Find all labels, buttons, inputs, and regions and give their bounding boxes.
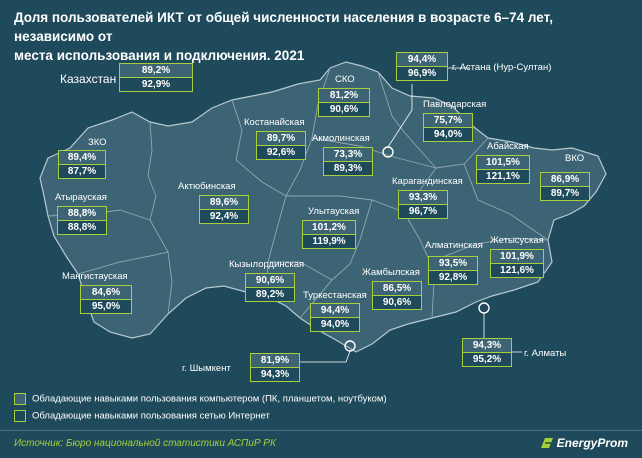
footer: Источник: Бюро национальной статистики А… — [0, 430, 642, 458]
internet-value: 89,2% — [246, 287, 294, 301]
internet-value: 89,3% — [324, 161, 372, 175]
computer-value: 93,3% — [399, 191, 447, 204]
legend-swatch-computer — [14, 393, 26, 405]
computer-value: 89,6% — [200, 196, 248, 209]
city-label: г. Шымкент — [182, 363, 231, 374]
internet-value: 121,1% — [477, 169, 529, 183]
region-label: Карагандинская — [392, 176, 463, 187]
computer-value: 73,3% — [324, 148, 372, 161]
computer-value: 101,2% — [303, 221, 355, 234]
internet-value: 121,6% — [491, 263, 543, 277]
source-text: Источник: Бюро национальной статистики А… — [14, 438, 276, 449]
computer-value: 93,5% — [429, 257, 477, 270]
title-line-2: места использования и подключения. 2021 — [14, 48, 305, 63]
region-label: Атырауская — [55, 192, 107, 203]
region-values: 84,6% 95,0% — [80, 285, 132, 314]
city-label: г. Алматы — [524, 348, 567, 359]
region-values: 89,4% 87,7% — [58, 150, 106, 179]
region-label: Мангистауская — [62, 271, 128, 282]
region-label: Кызылординская — [229, 259, 305, 270]
region-label: Костанайская — [244, 117, 305, 128]
computer-value: 90,6% — [246, 274, 294, 287]
city-values: 94,4% 96,9% — [396, 52, 448, 81]
region-values: 94,4% 94,0% — [310, 303, 360, 332]
region-label: ВКО — [565, 153, 585, 164]
internet-value: 94,3% — [251, 367, 299, 381]
internet-value: 95,2% — [463, 352, 511, 366]
computer-value: 81,2% — [319, 89, 369, 102]
legend-internet: Обладающие навыками пользования сетью Ин… — [14, 410, 270, 422]
region-values: 89,6% 92,4% — [199, 195, 249, 224]
region-values: 93,3% 96,7% — [398, 190, 448, 219]
city-values: 94,3% 95,2% — [462, 338, 512, 367]
city-label: г. Астана (Нур-Султан) — [452, 62, 552, 73]
region-label: Улытауская — [308, 206, 360, 217]
region-values: 101,9% 121,6% — [490, 249, 544, 278]
almaty-marker — [478, 302, 490, 314]
computer-value: 101,9% — [491, 250, 543, 263]
internet-value: 90,6% — [373, 295, 421, 309]
region-label: Жетысуская — [490, 235, 544, 246]
computer-value: 75,7% — [424, 114, 472, 127]
computer-value: 86,5% — [373, 282, 421, 295]
region-values: 88,8% 88,8% — [57, 206, 107, 235]
computer-value: 88,8% — [58, 207, 106, 220]
region-label: Актюбинская — [178, 181, 236, 192]
region-label: Туркестанская — [303, 290, 367, 301]
region-values: 86,9% 89,7% — [540, 172, 590, 201]
energyprom-logo-icon — [541, 438, 553, 448]
region-label: Абайская — [487, 141, 529, 152]
region-values: 73,3% 89,3% — [323, 147, 373, 176]
internet-value: 87,7% — [59, 164, 105, 178]
internet-value: 92,4% — [200, 209, 248, 223]
kazakhstan-label: Казахстан — [60, 72, 117, 86]
region-label: Акмолинская — [312, 133, 370, 144]
region-label: Павлодарская — [423, 99, 487, 110]
internet-value: 92,6% — [257, 145, 305, 159]
legend-swatch-internet — [14, 410, 26, 422]
region-values: 93,5% 92,8% — [428, 256, 478, 285]
internet-value: 96,7% — [399, 204, 447, 218]
computer-value: 81,9% — [251, 354, 299, 367]
computer-value: 89,4% — [59, 151, 105, 164]
internet-value: 90,6% — [319, 102, 369, 116]
computer-value: 89,7% — [257, 132, 305, 145]
legend-computer: Обладающие навыками пользования компьюте… — [14, 393, 387, 405]
region-label: Жамбылская — [362, 267, 420, 278]
region-values: 86,5% 90,6% — [372, 281, 422, 310]
internet-value: 119,9% — [303, 234, 355, 248]
region-label: ЗКО — [88, 137, 107, 148]
title-line-1: Доля пользователей ИКТ от общей численно… — [14, 10, 553, 44]
computer-value: 86,9% — [541, 173, 589, 186]
city-values: 81,9% 94,3% — [250, 353, 300, 382]
region-values: 101,5% 121,1% — [476, 155, 530, 184]
region-values: 81,2% 90,6% — [318, 88, 370, 117]
internet-value: 88,8% — [58, 220, 106, 234]
internet-value: 95,0% — [81, 299, 131, 313]
brand-name: EnergyProm — [556, 436, 628, 450]
region-values: 75,7% 94,0% — [423, 113, 473, 142]
internet-value: 94,0% — [311, 317, 359, 331]
region-values: 89,7% 92,6% — [256, 131, 306, 160]
computer-value: 101,5% — [477, 156, 529, 169]
computer-value: 94,4% — [397, 53, 447, 66]
internet-value: 89,7% — [541, 186, 589, 200]
internet-value: 94,0% — [424, 127, 472, 141]
computer-value: 94,3% — [463, 339, 511, 352]
internet-value: 96,9% — [397, 66, 447, 80]
region-label: Алматинская — [425, 240, 483, 251]
computer-value: 94,4% — [311, 304, 359, 317]
region-label: СКО — [335, 74, 355, 85]
computer-value: 84,6% — [81, 286, 131, 299]
internet-value: 92,9% — [120, 77, 192, 91]
region-values: 90,6% 89,2% — [245, 273, 295, 302]
legend-label-computer: Обладающие навыками пользования компьюте… — [32, 393, 387, 405]
chart-title: Доля пользователей ИКТ от общей численно… — [14, 8, 624, 65]
kazakhstan-values: 89,2% 92,9% — [119, 63, 193, 92]
legend-label-internet: Обладающие навыками пользования сетью Ин… — [32, 410, 270, 422]
region-values: 101,2% 119,9% — [302, 220, 356, 249]
computer-value: 89,2% — [120, 64, 192, 77]
internet-value: 92,8% — [429, 270, 477, 284]
